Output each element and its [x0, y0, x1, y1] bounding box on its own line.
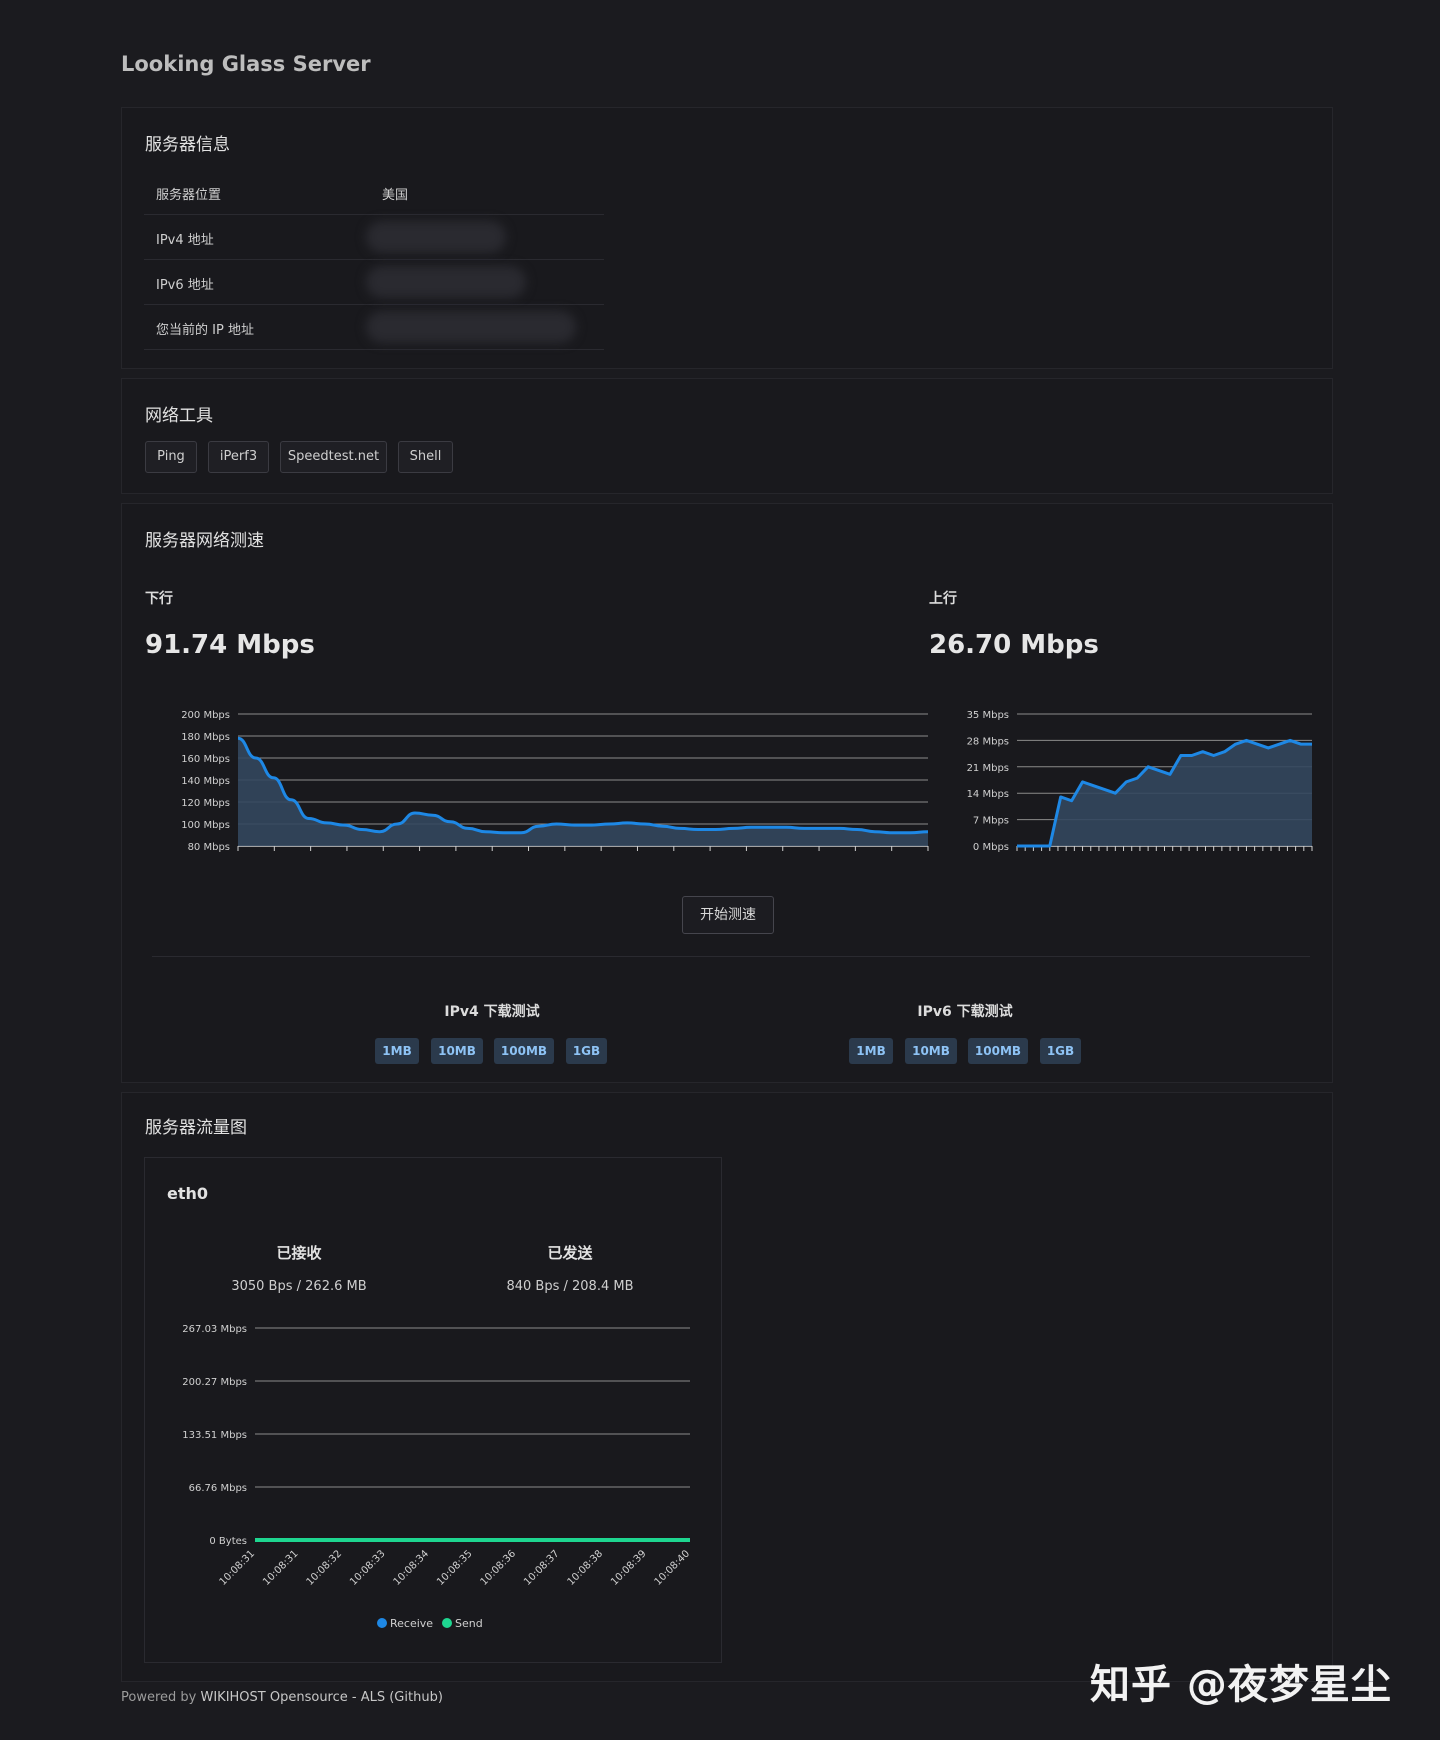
y-tick-label: 133.51 Mbps: [182, 1430, 247, 1441]
footer: Powered by WIKIHOST Opensource - ALS (Gi…: [121, 1690, 443, 1705]
network-tools-card: 网络工具 Ping iPerf3 Speedtest.net Shell: [121, 378, 1333, 494]
footer-prefix: Powered by: [121, 1690, 201, 1705]
redacted-ipv6: [366, 266, 526, 298]
legend-label: Send: [455, 1617, 483, 1630]
series-line: [237, 736, 929, 835]
legend-marker: [377, 1618, 387, 1628]
network-tools-title: 网络工具: [145, 406, 213, 426]
x-tick-label: 10:08:32: [305, 1548, 345, 1588]
ping-button[interactable]: Ping: [145, 441, 197, 473]
sent-label: 已发送: [547, 1244, 593, 1262]
server-info-title: 服务器信息: [145, 135, 230, 155]
ipv6-download-title: IPv6 下载测试: [917, 1004, 1013, 1020]
info-value: 美国: [382, 188, 409, 203]
watermark: 知乎 @夜梦星尘: [1090, 1662, 1392, 1708]
series-area: [238, 738, 928, 846]
legend-marker: [442, 1618, 452, 1628]
divider: [152, 956, 1310, 957]
x-tick-label: 10:08:34: [392, 1548, 432, 1588]
traffic-chart: 267.03 Mbps 200.27 Mbps 133.51 Mbps 66.76 M…: [182, 1324, 693, 1630]
y-tick-label: 80 Mbps: [188, 842, 230, 853]
ipv6-10mb-button[interactable]: 10MB: [905, 1038, 957, 1064]
info-label: IPv4 地址: [156, 233, 214, 248]
series-area: [1017, 740, 1312, 846]
x-tick-label: 10:08:33: [348, 1548, 388, 1588]
received-label: 已接收: [276, 1244, 322, 1262]
y-tick-label: 140 Mbps: [181, 776, 230, 787]
x-tick-label: 10:08:37: [522, 1548, 562, 1588]
upload-label: 上行: [929, 591, 957, 607]
shell-button[interactable]: Shell: [398, 441, 453, 473]
speedtest-button[interactable]: Speedtest.net: [280, 441, 387, 473]
speed-test-title: 服务器网络测速: [145, 531, 264, 551]
info-label: 服务器位置: [156, 188, 222, 203]
start-speed-test-button[interactable]: 开始测速: [682, 896, 774, 934]
y-tick-label: 66.76 Mbps: [189, 1483, 247, 1494]
server-info-card: 服务器信息 服务器位置 美国 IPv4 地址 IPv6 地址 您当前的 IP 地…: [121, 107, 1333, 369]
redacted-ipv4: [366, 221, 506, 253]
info-row-ipv6: IPv6 地址: [144, 260, 604, 305]
info-label: IPv6 地址: [156, 278, 214, 293]
y-tick-label: 200 Mbps: [181, 710, 230, 721]
y-tick-label: 120 Mbps: [181, 798, 230, 809]
x-tick-label: 10:08:39: [609, 1548, 649, 1588]
interface-card: eth0 已接收 3050 Bps / 262.6 MB 已发送 840 Bps…: [144, 1157, 722, 1663]
ipv6-100mb-button[interactable]: 100MB: [968, 1038, 1028, 1064]
footer-link[interactable]: WIKIHOST Opensource - ALS (Github): [200, 1690, 443, 1705]
y-tick-label: 200.27 Mbps: [182, 1377, 247, 1388]
x-tick-label: 10:08:31: [261, 1548, 301, 1588]
info-row-ipv4: IPv4 地址: [144, 215, 604, 260]
ipv4-1mb-button[interactable]: 1MB: [375, 1038, 419, 1064]
y-tick-label: 180 Mbps: [181, 732, 230, 743]
page-title: Looking Glass Server: [121, 52, 371, 76]
upload-value: 26.70 Mbps: [929, 630, 1099, 660]
y-tick-label: 0 Bytes: [209, 1536, 247, 1547]
y-tick-label: 28 Mbps: [967, 736, 1009, 747]
y-tick-label: 100 Mbps: [181, 820, 230, 831]
ipv4-download-title: IPv4 下载测试: [444, 1004, 540, 1020]
download-label: 下行: [145, 591, 173, 607]
y-tick-label: 21 Mbps: [967, 763, 1009, 774]
legend-label: Receive: [390, 1617, 433, 1630]
x-tick-label: 10:08:38: [566, 1548, 606, 1588]
y-tick-label: 267.03 Mbps: [182, 1324, 247, 1335]
x-tick-label: 10:08:36: [479, 1548, 519, 1588]
x-tick-label: 10:08:35: [435, 1548, 475, 1588]
info-row-location: 服务器位置 美国: [144, 170, 604, 215]
traffic-card: 服务器流量图 eth0 已接收 3050 Bps / 262.6 MB 已发送 …: [121, 1092, 1333, 1682]
x-tick-label: 10:08:31: [218, 1548, 258, 1588]
sent-value: 840 Bps / 208.4 MB: [506, 1279, 634, 1294]
y-tick-label: 35 Mbps: [967, 710, 1009, 721]
y-tick-label: 7 Mbps: [973, 816, 1009, 827]
info-label: 您当前的 IP 地址: [156, 323, 254, 338]
y-tick-label: 14 Mbps: [967, 789, 1009, 800]
x-tick-label: 10:08:40: [653, 1548, 693, 1588]
ipv6-1mb-button[interactable]: 1MB: [849, 1038, 893, 1064]
speed-test-card: 服务器网络测速 下行 91.74 Mbps 上行 26.70 Mbps 200 …: [121, 503, 1333, 1083]
download-chart: 200 Mbps 180 Mbps 160 Mbps 140 Mbps 120 Mbps…: [181, 710, 929, 853]
series-line: [1017, 738, 1312, 848]
info-row-client-ip: 您当前的 IP 地址: [144, 305, 604, 350]
ipv4-10mb-button[interactable]: 10MB: [431, 1038, 483, 1064]
traffic-title: 服务器流量图: [145, 1118, 247, 1138]
ipv4-1gb-button[interactable]: 1GB: [566, 1038, 607, 1064]
download-value: 91.74 Mbps: [145, 630, 315, 660]
ipv6-1gb-button[interactable]: 1GB: [1040, 1038, 1081, 1064]
received-value: 3050 Bps / 262.6 MB: [231, 1279, 367, 1294]
y-tick-label: 160 Mbps: [181, 754, 230, 765]
ipv4-100mb-button[interactable]: 100MB: [494, 1038, 554, 1064]
upload-chart: 35 Mbps 28 Mbps 21 Mbps 14 Mbps 7 Mbps 0 Mbps: [967, 710, 1313, 853]
iperf3-button[interactable]: iPerf3: [208, 441, 269, 473]
y-tick-label: 0 Mbps: [973, 842, 1009, 853]
interface-name: eth0: [167, 1184, 209, 1203]
redacted-client-ip: [366, 311, 576, 343]
